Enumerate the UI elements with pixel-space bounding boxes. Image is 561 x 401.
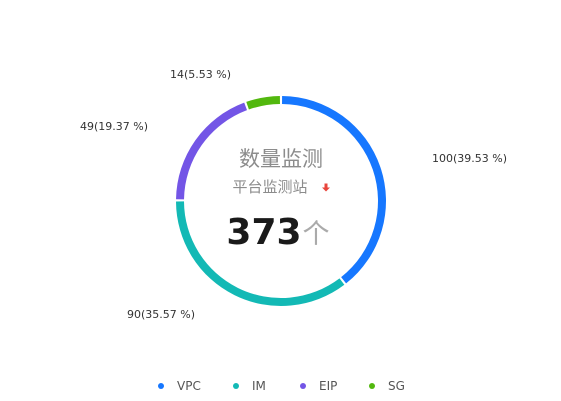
legend-label-sg: SG — [388, 379, 405, 393]
data-label-vpc: 100(39.53 %) — [432, 152, 507, 165]
center-panel: 数量监测 平台监测站 373 个 — [226, 147, 330, 253]
legend-label-eip: EIP — [319, 379, 337, 393]
legend-item-vpc[interactable]: VPC — [158, 379, 201, 393]
data-label-sg: 14(5.53 %) — [170, 68, 231, 81]
slice-vpc[interactable] — [282, 96, 386, 284]
legend-item-im[interactable]: IM — [233, 379, 266, 393]
slice-eip[interactable] — [176, 102, 247, 200]
data-labels: 100(39.53 %) 90(35.57 %) 49(19.37 %) 14(5.5… — [80, 68, 507, 321]
legend-marker-vpc — [158, 383, 164, 389]
legend-label-im: IM — [252, 379, 266, 393]
legend-item-eip[interactable]: EIP — [300, 379, 337, 393]
center-subtitle: 平台监测站 — [232, 178, 307, 196]
legend: VPC IM EIP SG — [158, 379, 405, 393]
legend-marker-im — [233, 383, 239, 389]
data-label-im: 90(35.57 %) — [127, 308, 195, 321]
legend-item-sg[interactable]: SG — [369, 379, 405, 393]
donut-slices — [176, 96, 386, 306]
legend-marker-eip — [300, 383, 306, 389]
center-title: 数量监测 — [239, 147, 323, 171]
slice-im[interactable] — [176, 201, 345, 306]
arrow-down-icon — [322, 183, 330, 192]
legend-marker-sg — [369, 383, 375, 389]
center-value: 373 — [226, 212, 301, 253]
data-label-eip: 49(19.37 %) — [80, 120, 148, 133]
slice-sg[interactable] — [246, 96, 280, 110]
legend-label-vpc: VPC — [177, 379, 201, 393]
center-unit: 个 — [303, 219, 330, 250]
